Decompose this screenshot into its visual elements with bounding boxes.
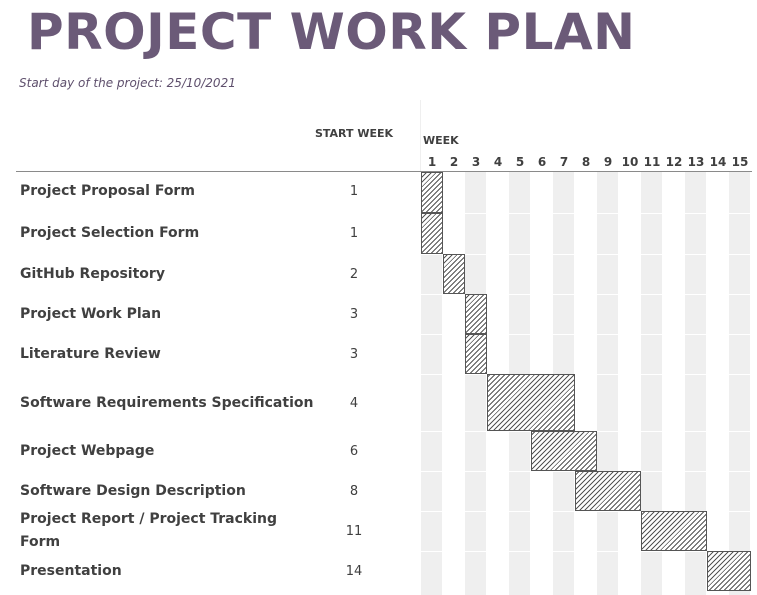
week-column-shade bbox=[641, 172, 662, 595]
week-number: 3 bbox=[471, 155, 481, 169]
task-start-week: 11 bbox=[345, 524, 363, 539]
row-divider bbox=[421, 551, 752, 552]
task-name: Project Selection Form bbox=[20, 225, 200, 241]
start-week-header: START WEEK bbox=[314, 127, 394, 140]
week-header: WEEK bbox=[423, 134, 459, 147]
row-divider bbox=[421, 511, 752, 512]
gantt-bar bbox=[531, 431, 597, 471]
gantt-bar bbox=[421, 172, 443, 213]
gantt-bar bbox=[443, 254, 465, 294]
task-name: Project Proposal Form bbox=[20, 183, 195, 199]
row-divider bbox=[421, 374, 752, 375]
row-divider bbox=[421, 213, 752, 214]
row-divider bbox=[421, 294, 752, 295]
task-name: Software Design Description bbox=[20, 483, 246, 499]
task-start-week: 1 bbox=[349, 184, 359, 199]
week-number: 5 bbox=[515, 155, 525, 169]
task-name: Software Requirements Specification bbox=[20, 395, 314, 411]
week-number: 14 bbox=[709, 155, 727, 169]
gantt-bar bbox=[641, 511, 707, 551]
task-start-week: 8 bbox=[349, 484, 359, 499]
task-name: Project Work Plan bbox=[20, 306, 162, 322]
week-column-shade bbox=[729, 172, 750, 595]
header-rule bbox=[16, 171, 752, 172]
week-number: 9 bbox=[603, 155, 613, 169]
week-number: 12 bbox=[665, 155, 683, 169]
week-column-shade bbox=[685, 172, 706, 595]
week-column-shade bbox=[597, 172, 618, 595]
task-start-week: 1 bbox=[349, 226, 359, 241]
row-divider bbox=[421, 334, 752, 335]
header-divider bbox=[420, 100, 421, 171]
week-number: 6 bbox=[537, 155, 547, 169]
project-start-date: Start day of the project: 25/10/2021 bbox=[19, 76, 236, 90]
gantt-bar bbox=[465, 334, 487, 374]
gantt-bar bbox=[575, 471, 641, 511]
week-number: 2 bbox=[449, 155, 459, 169]
week-column-shade bbox=[465, 172, 486, 595]
row-divider bbox=[421, 254, 752, 255]
week-number: 4 bbox=[493, 155, 503, 169]
task-name: Presentation bbox=[20, 563, 122, 579]
gantt-bar bbox=[487, 374, 575, 431]
task-start-week: 6 bbox=[349, 444, 359, 459]
week-number: 7 bbox=[559, 155, 569, 169]
task-name: GitHub Repository bbox=[20, 266, 165, 282]
week-number: 8 bbox=[581, 155, 591, 169]
task-name: Project Webpage bbox=[20, 443, 155, 459]
week-number: 15 bbox=[731, 155, 749, 169]
task-start-week: 4 bbox=[349, 396, 359, 411]
task-name: Project Report / Project Tracking Form bbox=[20, 511, 278, 550]
task-start-week: 14 bbox=[345, 564, 363, 579]
week-number: 10 bbox=[621, 155, 639, 169]
task-start-week: 3 bbox=[349, 347, 359, 362]
week-number: 13 bbox=[687, 155, 705, 169]
page-title: PROJECT WORK PLAN bbox=[27, 3, 636, 61]
week-number: 11 bbox=[643, 155, 661, 169]
gantt-bar bbox=[421, 213, 443, 254]
week-column-shade bbox=[421, 172, 442, 595]
task-start-week: 3 bbox=[349, 307, 359, 322]
task-name: Literature Review bbox=[20, 346, 161, 362]
gantt-bar bbox=[707, 551, 751, 591]
week-number: 1 bbox=[427, 155, 437, 169]
task-start-week: 2 bbox=[349, 267, 359, 282]
gantt-bar bbox=[465, 294, 487, 334]
